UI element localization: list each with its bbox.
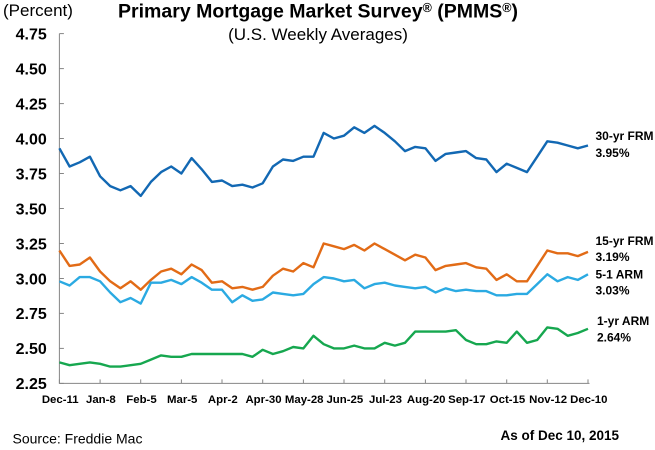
svg-text:(U.S. Weekly Averages): (U.S. Weekly Averages)	[228, 25, 408, 44]
svg-text:Aug-20: Aug-20	[407, 394, 446, 406]
svg-text:May-28: May-28	[285, 394, 324, 406]
svg-text:Source: Freddie Mac: Source: Freddie Mac	[13, 431, 143, 447]
svg-text:Oct-15: Oct-15	[490, 394, 526, 406]
svg-text:As of Dec 10, 2015: As of Dec 10, 2015	[501, 428, 620, 443]
svg-text:15-yr FRM: 15-yr FRM	[596, 234, 654, 248]
svg-text:Jun-25: Jun-25	[326, 394, 363, 406]
svg-text:2.25: 2.25	[16, 376, 47, 393]
svg-text:4.00: 4.00	[16, 131, 47, 148]
svg-text:1-yr ARM: 1-yr ARM	[597, 314, 649, 328]
svg-text:Apr-30: Apr-30	[245, 394, 281, 406]
svg-text:3.25: 3.25	[16, 236, 47, 253]
svg-text:4.75: 4.75	[16, 26, 47, 43]
svg-text:Nov-12: Nov-12	[529, 394, 567, 406]
svg-text:30-yr FRM: 30-yr FRM	[596, 129, 654, 143]
svg-text:Dec-11: Dec-11	[42, 394, 79, 406]
svg-text:Primary Mortgage Market Survey: Primary Mortgage Market Survey® (PMMS®)	[118, 1, 518, 23]
svg-text:Feb-5: Feb-5	[126, 394, 157, 406]
svg-text:(Percent): (Percent)	[3, 1, 73, 20]
svg-text:Apr-2: Apr-2	[208, 394, 238, 406]
svg-text:Jul-23: Jul-23	[369, 394, 402, 406]
svg-text:3.75: 3.75	[16, 166, 47, 183]
svg-text:3.00: 3.00	[16, 271, 47, 288]
svg-text:3.50: 3.50	[16, 201, 47, 218]
svg-text:4.50: 4.50	[16, 61, 47, 78]
svg-text:Sep-17: Sep-17	[448, 394, 485, 406]
svg-text:Dec-10: Dec-10	[570, 394, 607, 406]
svg-text:3.03%: 3.03%	[596, 284, 630, 298]
svg-text:4.25: 4.25	[16, 96, 47, 113]
svg-text:2.64%: 2.64%	[597, 331, 631, 345]
svg-text:3.19%: 3.19%	[596, 250, 630, 264]
svg-text:3.95%: 3.95%	[596, 146, 630, 160]
svg-text:Jan-8: Jan-8	[86, 394, 116, 406]
svg-text:2.75: 2.75	[16, 306, 47, 323]
svg-text:Mar-5: Mar-5	[167, 394, 198, 406]
svg-text:2.50: 2.50	[16, 341, 47, 358]
svg-text:5-1 ARM: 5-1 ARM	[596, 268, 644, 282]
